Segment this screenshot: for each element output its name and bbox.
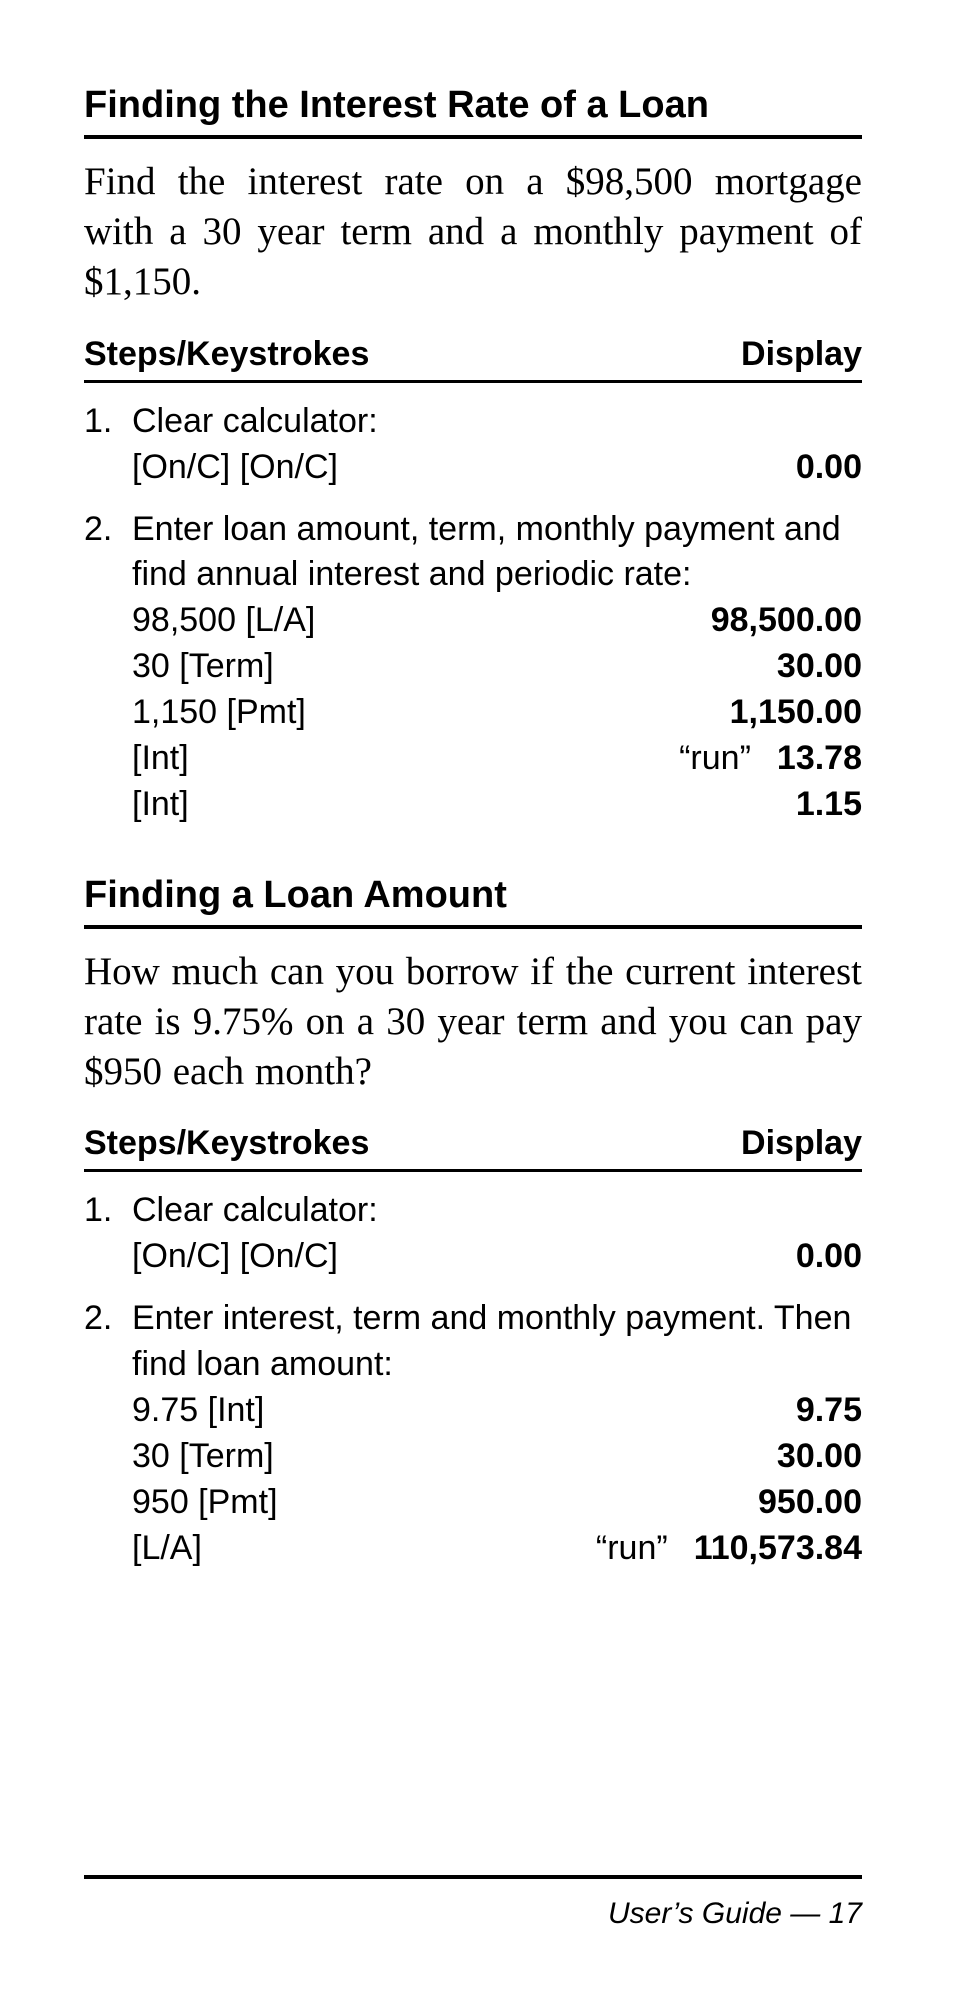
step-number: 2.	[84, 507, 132, 828]
keystroke-row: 950 [Pmt] 950.00	[132, 1480, 862, 1526]
display-value: 1,150.00	[730, 690, 862, 736]
steps-list: 1. Clear calculator: [On/C] [On/C] 0.00 …	[84, 399, 862, 828]
table-header: Steps/Keystrokes Display	[84, 335, 862, 383]
display-value: 1.15	[796, 782, 862, 828]
keystroke: [Int]	[132, 782, 189, 828]
keystroke: 9.75 [Int]	[132, 1388, 264, 1434]
step-body: Clear calculator: [On/C] [On/C] 0.00	[132, 399, 862, 491]
section-intro: How much can you borrow if the current i…	[84, 947, 862, 1097]
step-desc: Enter interest, term and monthly payment…	[132, 1296, 862, 1388]
col-header-left: Steps/Keystrokes	[84, 335, 369, 374]
col-header-left: Steps/Keystrokes	[84, 1124, 369, 1163]
keystroke: [On/C] [On/C]	[132, 445, 338, 491]
display-value: 98,500.00	[711, 598, 862, 644]
keystroke-row: 98,500 [L/A] 98,500.00	[132, 598, 862, 644]
keystroke: 950 [Pmt]	[132, 1480, 278, 1526]
keystroke: 1,150 [Pmt]	[132, 690, 306, 736]
keystroke: [On/C] [On/C]	[132, 1234, 338, 1280]
table-header: Steps/Keystrokes Display	[84, 1124, 862, 1172]
display-value: 110,573.84	[694, 1526, 862, 1572]
keystroke-row: [L/A] “run” 110,573.84	[132, 1526, 862, 1572]
step-body: Enter interest, term and monthly payment…	[132, 1296, 862, 1571]
keystroke: [L/A]	[132, 1526, 202, 1572]
keystroke-row: [On/C] [On/C] 0.00	[132, 1234, 862, 1280]
keystroke: 98,500 [L/A]	[132, 598, 315, 644]
step-body: Clear calculator: [On/C] [On/C] 0.00	[132, 1188, 862, 1280]
keystroke-row: 9.75 [Int] 9.75	[132, 1388, 862, 1434]
step: 2. Enter interest, term and monthly paym…	[84, 1296, 862, 1571]
section-intro: Find the interest rate on a $98,500 mort…	[84, 157, 862, 307]
step-desc: Clear calculator:	[132, 399, 862, 445]
col-header-right: Display	[741, 1124, 862, 1163]
status-text: “run”	[189, 736, 777, 782]
step-desc: Clear calculator:	[132, 1188, 862, 1234]
display-value: 30.00	[777, 644, 862, 690]
page-footer: User’s Guide — 17	[608, 1897, 862, 1931]
display-value: 0.00	[796, 445, 862, 491]
step-number: 1.	[84, 399, 132, 491]
display-value: 950.00	[758, 1480, 862, 1526]
keystroke-row: [On/C] [On/C] 0.00	[132, 445, 862, 491]
step-number: 2.	[84, 1296, 132, 1571]
page: Finding the Interest Rate of a Loan Find…	[0, 0, 954, 2009]
status-text: “run”	[202, 1526, 694, 1572]
step-desc: Enter loan amount, term, monthly payment…	[132, 507, 862, 599]
footer-rule	[84, 1875, 862, 1879]
step-body: Enter loan amount, term, monthly payment…	[132, 507, 862, 828]
step: 2. Enter loan amount, term, monthly paym…	[84, 507, 862, 828]
keystroke: 30 [Term]	[132, 644, 274, 690]
section-heading: Finding the Interest Rate of a Loan	[84, 84, 862, 139]
step-number: 1.	[84, 1188, 132, 1280]
step: 1. Clear calculator: [On/C] [On/C] 0.00	[84, 399, 862, 491]
keystroke-row: [Int] 1.15	[132, 782, 862, 828]
keystroke-row: 30 [Term] 30.00	[132, 644, 862, 690]
display-value: 13.78	[777, 736, 862, 782]
col-header-right: Display	[741, 335, 862, 374]
keystroke: 30 [Term]	[132, 1434, 274, 1480]
keystroke-row: 30 [Term] 30.00	[132, 1434, 862, 1480]
step: 1. Clear calculator: [On/C] [On/C] 0.00	[84, 1188, 862, 1280]
display-value: 9.75	[796, 1388, 862, 1434]
keystroke: [Int]	[132, 736, 189, 782]
keystroke-row: 1,150 [Pmt] 1,150.00	[132, 690, 862, 736]
section-heading: Finding a Loan Amount	[84, 874, 862, 929]
display-value: 30.00	[777, 1434, 862, 1480]
keystroke-row: [Int] “run” 13.78	[132, 736, 862, 782]
steps-list: 1. Clear calculator: [On/C] [On/C] 0.00 …	[84, 1188, 862, 1571]
display-value: 0.00	[796, 1234, 862, 1280]
